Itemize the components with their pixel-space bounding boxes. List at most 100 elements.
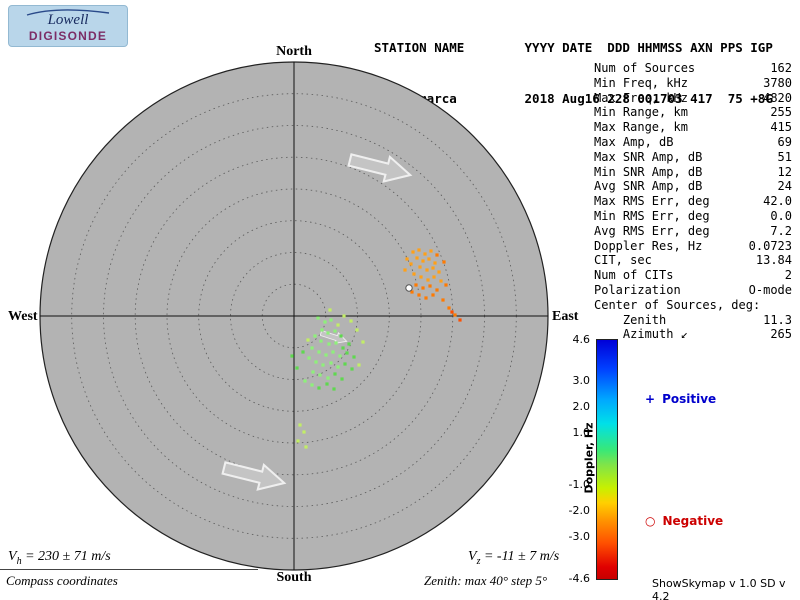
colorbar-tick: 2.0 [572,400,591,414]
drift-arrows [221,153,413,491]
source-point [338,354,342,358]
station-header: STATION NAME YYYY DATE DDD HHMMSS AXN PP… [374,5,773,141]
source-point [314,360,318,364]
stat-row: Polarization O-mode [594,283,792,298]
source-point [340,377,344,381]
label-north: North [276,44,312,59]
source-point [414,283,418,287]
source-point [317,386,321,390]
source-point [310,383,314,387]
source-point [442,260,446,264]
stat-value: 0.0 [770,208,792,223]
source-point [435,288,439,292]
source-point [327,342,331,346]
source-point [306,338,310,342]
label-east: East [552,309,579,324]
source-point [349,319,353,323]
source-point [302,430,306,434]
source-point [431,266,435,270]
lowell-digisonde-logo: Lowell DIGISONDE [8,5,128,47]
vertical-velocity-readout: Vz = -11 ± 7 m/s [468,549,560,567]
stat-value: 162 [770,61,792,75]
stat-label: Num of Sources [594,61,696,75]
stat-label: Max Amp, dB [594,134,674,149]
source-point [421,259,425,263]
source-point [424,296,428,300]
source-point [429,249,433,253]
source-point [447,306,451,310]
plus-marker-icon: + [645,392,656,406]
source-point [336,323,340,327]
colorbar-tick: -4.6 [568,571,590,585]
source-point [329,318,333,322]
source-points [290,248,462,449]
source-point [421,286,425,290]
stat-value: 415 [770,120,792,135]
source-point [310,346,314,350]
source-point [343,362,347,366]
source-point [417,248,421,252]
source-point [412,272,416,276]
source-point [296,439,300,443]
colorbar-tick: -3.0 [568,529,590,543]
source-point [321,363,325,367]
stat-row: Doppler Res, Hz 0.0723 [594,239,792,254]
source-point [317,350,321,354]
zenith-scale-note: Zenith: max 40° step 5° [424,573,548,588]
logo-product: DIGISONDE [28,29,108,43]
source-point [307,356,311,360]
stat-label: Num of CITs [594,268,674,283]
source-point [332,387,336,391]
source-point [437,270,441,274]
source-point [419,275,423,279]
doppler-colorbar [596,339,618,580]
stat-value: 3780 [763,75,792,90]
stat-value: 7.2 [770,223,792,238]
source-point [326,376,330,380]
stat-row: Avg RMS Err, deg 7.2 [594,224,792,239]
stat-label: Doppler Res, Hz [594,238,703,253]
colorbar-tick: 1.0 [572,426,591,440]
label-west: West [8,309,38,324]
stat-label: Avg SNR Amp, dB [594,179,703,194]
source-point [444,283,448,287]
source-point [333,372,337,376]
stat-value: 265 [770,327,792,342]
source-point [304,445,308,449]
stat-row: Avg SNR Amp, dB 24 [594,179,792,194]
source-point [405,284,413,292]
source-point [410,290,414,294]
source-point [352,355,356,359]
source-point [347,342,351,346]
stat-value: 24 [777,179,792,194]
footer-divider [0,569,258,570]
source-point [331,350,335,354]
stat-label: Max RMS Err, deg [594,194,710,209]
source-point [319,339,323,343]
colorbar-tick: -2.0 [568,503,590,517]
stat-label: Azimuth ↙ [594,327,688,342]
source-point [301,350,305,354]
source-point [411,250,415,254]
source-point [355,328,359,332]
source-point [325,382,329,386]
stat-label: Avg RMS Err, deg [594,223,710,238]
stat-label: Min Freq, kHz [594,75,688,90]
source-point [328,308,332,312]
stat-row: Max SNR Amp, dB 51 [594,150,792,165]
stat-row: Center of Sources, deg: [594,298,792,313]
source-point [409,262,413,266]
stat-label: Max Range, km [594,120,688,135]
source-point [425,268,429,272]
measurement-stats-panel: Num of Sources 162 Min Freq, kHz 3780 Max Fr… [594,61,792,342]
stat-label: Min RMS Err, deg [594,208,710,223]
source-point [435,253,439,257]
source-point [427,257,431,261]
drift-arrow-bottom-icon [221,461,287,491]
colorbar-tick: -1.0 [568,477,590,491]
stat-value: 0.0723 [748,238,792,253]
source-point [290,354,294,358]
legend-negative: ○ Negative [645,514,723,528]
